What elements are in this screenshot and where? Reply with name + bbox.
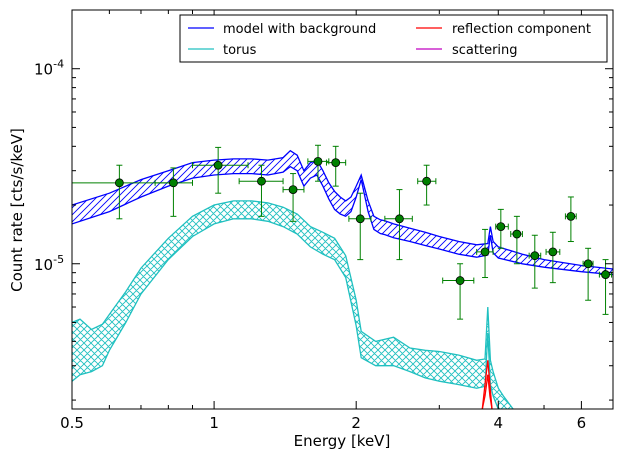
data-marker xyxy=(114,178,124,188)
x-tick-label: 6 xyxy=(577,414,587,432)
data-point-18 xyxy=(598,259,613,315)
data-point-1 xyxy=(154,167,193,217)
data-marker xyxy=(496,222,506,232)
x-tick-label: 1 xyxy=(209,414,219,432)
data-marker xyxy=(288,185,298,194)
data-point-14 xyxy=(528,234,542,289)
data-marker xyxy=(455,276,465,285)
legend-label-reflection: reflection component xyxy=(452,22,591,37)
data-marker xyxy=(480,247,490,257)
data-point-4 xyxy=(282,173,305,222)
legend-entry-torus: torus xyxy=(188,43,257,58)
band-lower-torus xyxy=(72,218,514,409)
legend-frame xyxy=(179,14,608,63)
data-point-13 xyxy=(510,215,523,265)
model-bands xyxy=(72,149,613,409)
band-upper-torus xyxy=(72,200,514,409)
plot-frame xyxy=(71,9,614,410)
legend-label-torus: torus xyxy=(223,43,257,58)
band-lower-model-with-background xyxy=(72,165,613,276)
data-marker xyxy=(213,160,223,170)
data-marker xyxy=(512,229,522,239)
x-axis-label: Energy [keV] xyxy=(294,432,391,450)
band-upper-reflection-component xyxy=(481,360,493,409)
data-marker xyxy=(355,214,365,224)
legend-entry-scattering: scattering xyxy=(416,43,518,58)
data-marker xyxy=(548,247,558,257)
band-lower-reflection-component xyxy=(481,374,493,409)
y-tick-label: 10-5 xyxy=(34,253,64,274)
y-axis-ticks: 10-5 10-4 xyxy=(34,9,613,401)
x-axis-ticks: 0.5 1 2 4 6 xyxy=(60,10,614,432)
legend-label-model: model with background xyxy=(223,22,376,37)
band-fill-torus xyxy=(72,200,514,409)
data-marker xyxy=(257,176,266,186)
data-point-10 xyxy=(442,263,475,320)
data-marker xyxy=(313,156,323,166)
band-upper-model-with-background xyxy=(72,149,613,270)
data-marker xyxy=(169,178,178,188)
legend-label-scattering: scattering xyxy=(452,43,518,58)
data-marker xyxy=(566,211,576,221)
y-tick-label: 10-4 xyxy=(34,58,64,79)
legend-entry-reflection: reflection component xyxy=(416,22,591,37)
data-point-12 xyxy=(495,208,509,249)
data-marker xyxy=(395,214,404,224)
data-point-3 xyxy=(238,164,284,217)
data-point-11 xyxy=(476,228,494,279)
data-marker xyxy=(530,251,540,261)
data-points xyxy=(72,144,613,320)
legend: model with background torus reflection c… xyxy=(179,14,608,63)
data-point-16 xyxy=(564,196,577,243)
x-tick-label: 4 xyxy=(494,414,504,432)
y-axis-label: Count rate [cts/s/keV] xyxy=(8,128,26,292)
data-point-15 xyxy=(545,231,561,284)
data-point-6 xyxy=(325,145,347,187)
x-tick-label: 0.5 xyxy=(60,414,84,432)
data-point-7 xyxy=(348,192,372,261)
data-marker xyxy=(331,158,341,168)
data-marker xyxy=(601,270,610,279)
data-point-5 xyxy=(307,144,330,182)
data-point-17 xyxy=(582,247,594,301)
band-fill-model-with-background xyxy=(72,150,613,275)
data-point-9 xyxy=(417,164,437,206)
data-point-2 xyxy=(191,146,249,194)
x-tick-label: 2 xyxy=(351,414,361,432)
data-marker xyxy=(583,259,593,269)
legend-entry-model: model with background xyxy=(188,22,376,37)
data-marker xyxy=(422,176,432,186)
data-point-8 xyxy=(384,189,413,261)
